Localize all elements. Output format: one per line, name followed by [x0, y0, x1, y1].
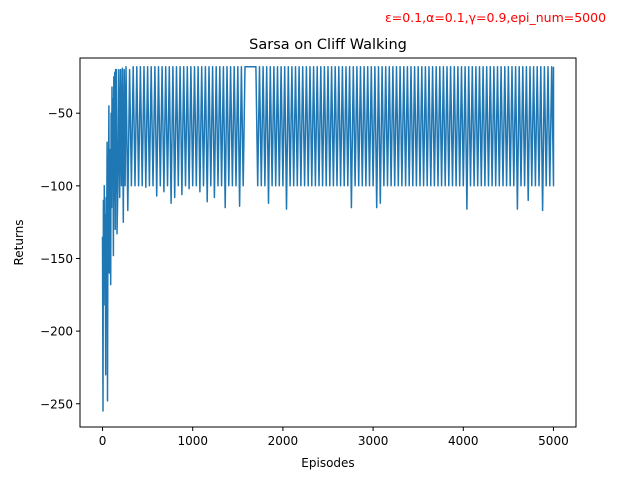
x-tick-label: 0 [99, 434, 107, 448]
axes-frame [79, 57, 577, 428]
y-tick-label: −200 [40, 325, 73, 339]
chart-title: Sarsa on Cliff Walking [249, 37, 407, 53]
x-axis-label: Episodes [301, 456, 354, 470]
x-tick-label: 5000 [538, 434, 569, 448]
y-tick-label: −150 [40, 252, 73, 266]
x-tick-label: 4000 [448, 434, 479, 448]
returns-series-line [101, 65, 555, 412]
x-axis: 0 1000 2000 3000 4000 5000 [99, 427, 569, 448]
x-tick-label: 2000 [268, 434, 299, 448]
x-tick-label: 1000 [177, 434, 208, 448]
y-axis: −250 −200 −150 −100 −50 [40, 107, 80, 411]
parameter-annotation: ε=0.1,α=0.1,γ=0.9,epi_num=5000 [385, 10, 606, 25]
y-tick-label: −100 [40, 179, 73, 193]
y-tick-label: −250 [40, 397, 73, 411]
plot-area [101, 65, 555, 412]
y-tick-label: −50 [48, 107, 73, 121]
y-axis-label: Returns [12, 219, 26, 265]
x-tick-label: 3000 [358, 434, 389, 448]
